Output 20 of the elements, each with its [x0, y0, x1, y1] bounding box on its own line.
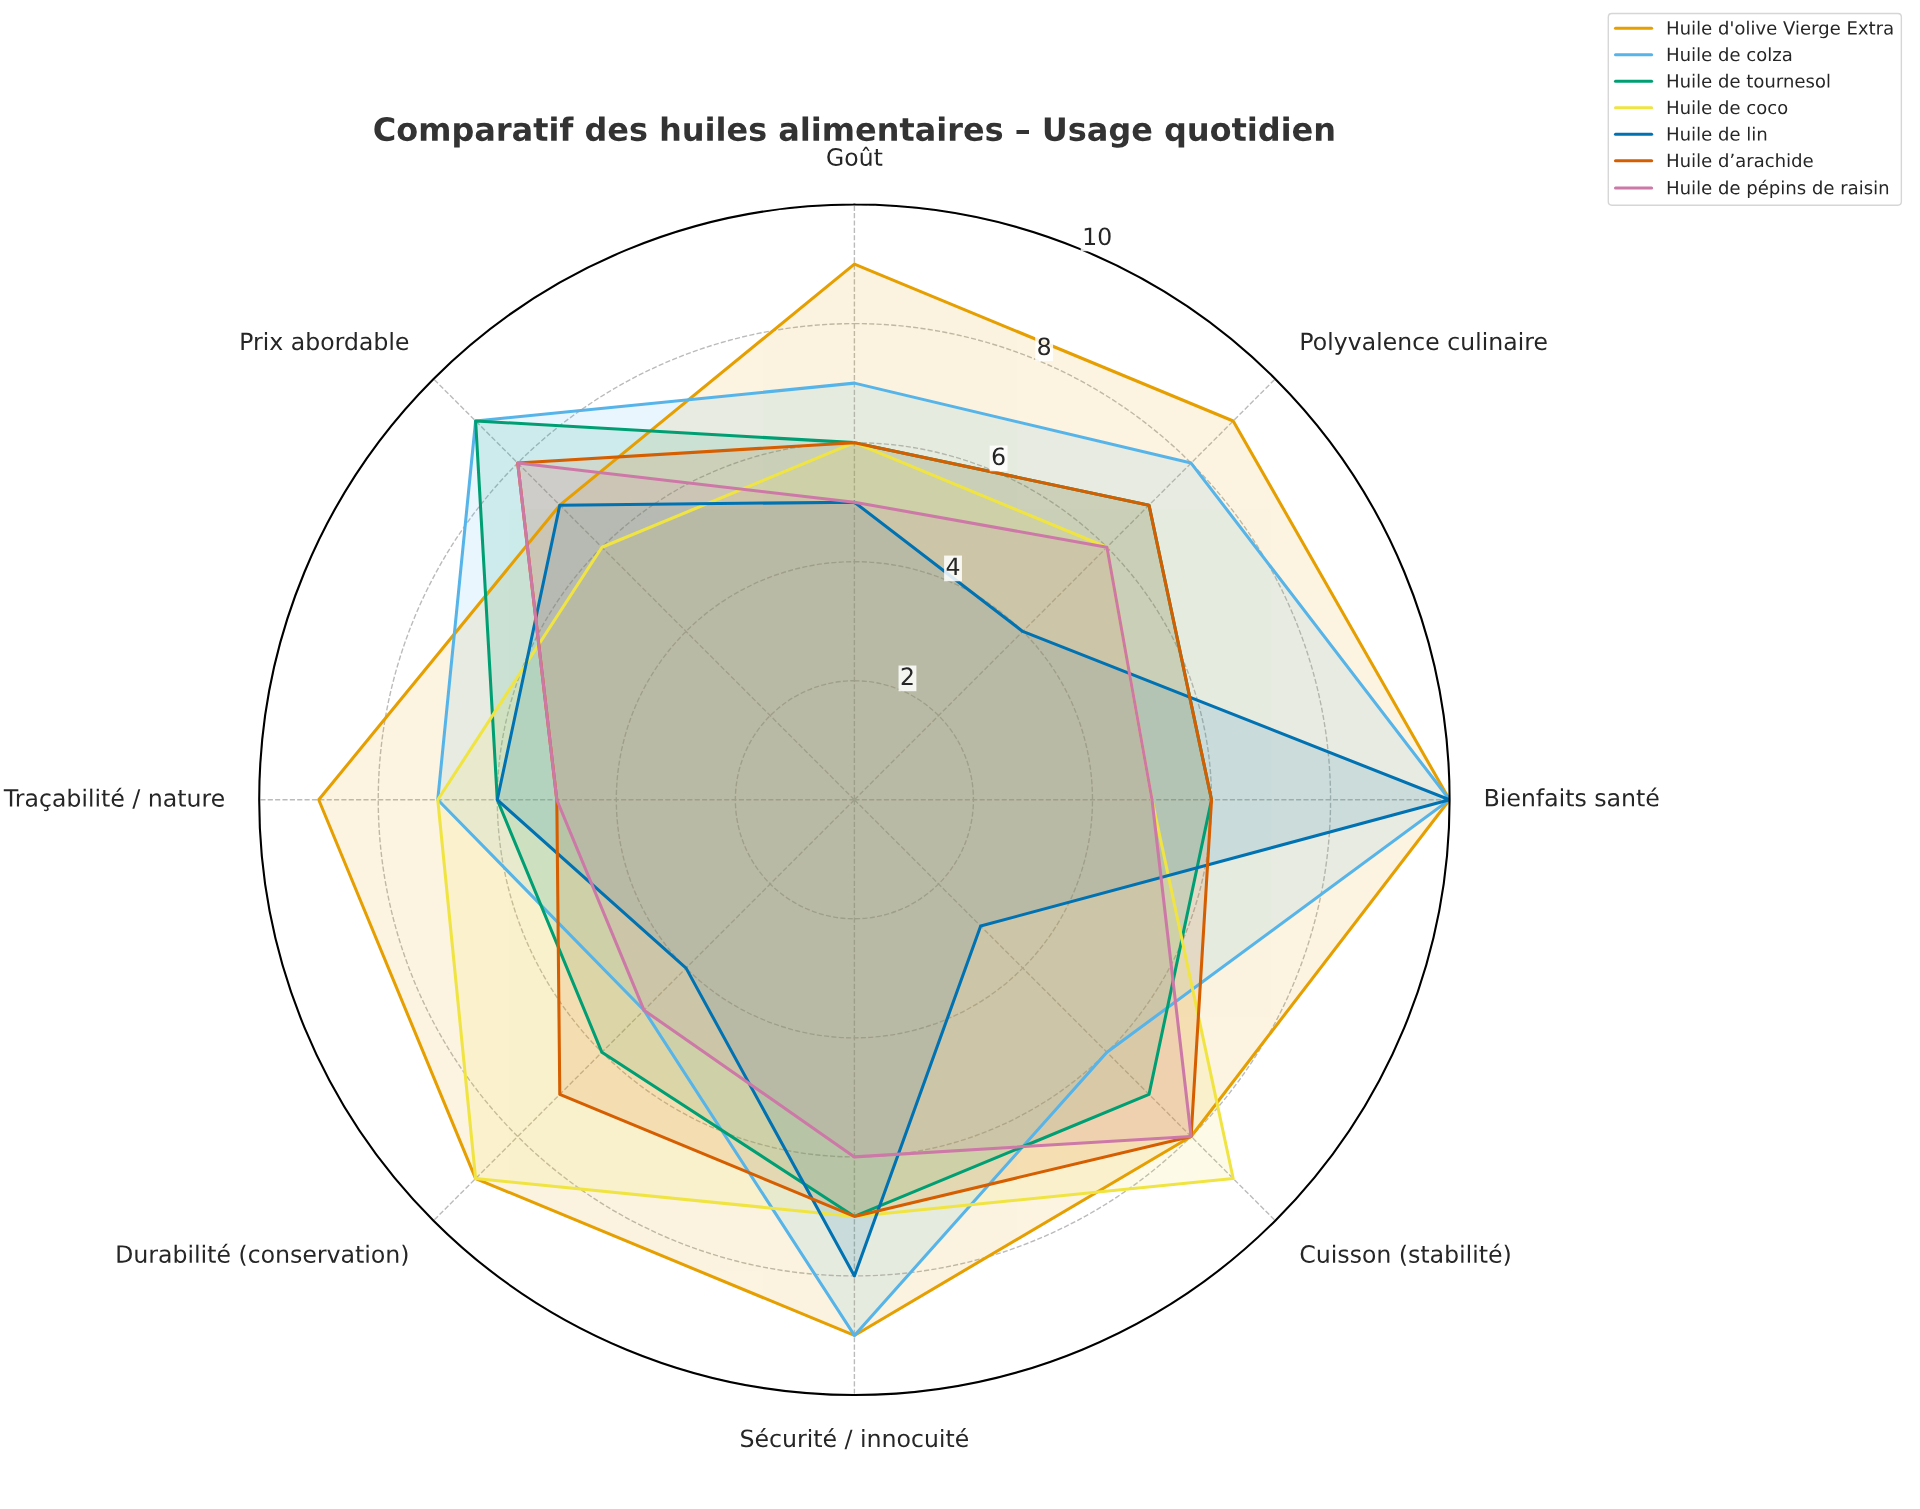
spoke-label: Bienfaits santé	[1485, 787, 1659, 807]
legend-label: Huile de lin	[1667, 126, 1767, 141]
spoke-label: Sécurité / innocuité	[741, 1428, 968, 1450]
legend-label: Huile de coco	[1667, 100, 1788, 115]
spoke-label: Polyvalence culinaire	[1301, 331, 1547, 355]
legend-label: Huile de colza	[1667, 47, 1792, 62]
spoke-label: Traçabilité / nature	[3, 787, 224, 812]
spoke-label: Prix abordable	[241, 331, 409, 351]
spoke-label: Durabilité (conservation)	[117, 1243, 408, 1266]
y-tick-label: 8	[1038, 337, 1051, 356]
y-tick-label: 4	[946, 557, 960, 575]
spoke-label: Goût	[827, 146, 883, 166]
legend-label: Huile de pépins de raisin	[1667, 179, 1889, 198]
y-tick-label: 10	[1084, 227, 1111, 246]
y-tick-label: 2	[901, 667, 913, 685]
legend-label: Huile d’arachide	[1667, 153, 1813, 168]
legend-label: Huile de tournesol	[1667, 73, 1830, 88]
legend-label: Huile d'olive Vierge Extra	[1667, 20, 1893, 39]
y-tick-label: 6	[992, 447, 1005, 466]
spoke-label: Cuisson (stabilité)	[1300, 1243, 1510, 1266]
